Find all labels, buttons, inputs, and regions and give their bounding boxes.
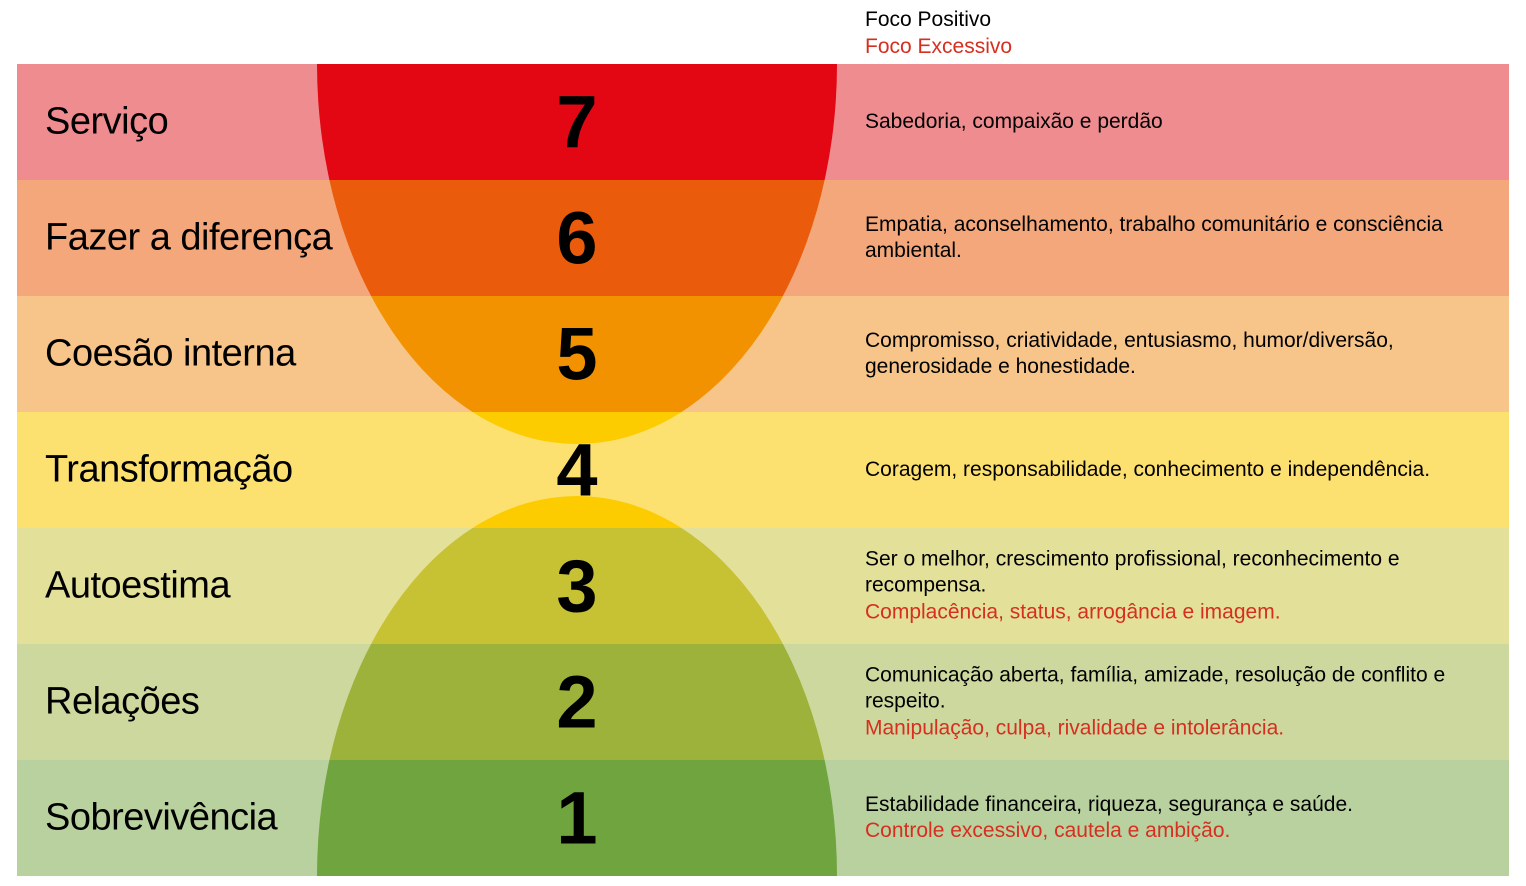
level-positive-text: Compromisso, criatividade, entusiasmo, h… — [865, 329, 1394, 378]
level-number: 5 — [556, 312, 597, 397]
level-positive-text: Coragem, responsabilidade, conhecimento … — [865, 458, 1430, 481]
level-row-4: Transformação 4 Coragem, responsabilidade,… — [17, 412, 1509, 528]
level-excessive-text: Complacência, status, arrogância e image… — [865, 599, 1499, 625]
level-row-6: Fazer a diferença 6 Empatia, aconselhament… — [17, 180, 1509, 296]
legend-positive: Foco Positivo — [865, 6, 1012, 33]
level-number: 3 — [556, 544, 597, 629]
level-description: Sabedoria, compaixão e perdão — [865, 109, 1499, 135]
level-positive-text: Comunicação aberta, família, amizade, re… — [865, 664, 1445, 713]
level-number: 4 — [556, 428, 597, 513]
level-title: Relações — [45, 681, 199, 724]
legend-excessive: Foco Excessivo — [865, 33, 1012, 60]
level-positive-text: Ser o melhor, crescimento profissional, … — [865, 548, 1400, 597]
level-title: Transformação — [45, 449, 293, 492]
level-description: Ser o melhor, crescimento profissional, … — [865, 547, 1499, 626]
level-excessive-text: Manipulação, culpa, rivalidade e intoler… — [865, 715, 1499, 741]
level-title: Autoestima — [45, 565, 230, 608]
level-row-1: Sobrevivência 1 Estabilidade financeira, r… — [17, 760, 1509, 876]
level-row-2: Relações 2 Comunicação aberta, família, am… — [17, 644, 1509, 760]
legend: Foco Positivo Foco Excessivo — [865, 6, 1012, 61]
level-title: Sobrevivência — [45, 797, 277, 840]
level-row-5: Coesão interna 5 Compromisso, criatividade… — [17, 296, 1509, 412]
levels-container: Serviço 7 Sabedoria, compaixão e perdão Faz… — [17, 64, 1509, 876]
level-description: Coragem, responsabilidade, conhecimento … — [865, 457, 1499, 483]
level-description: Compromisso, criatividade, entusiasmo, h… — [865, 328, 1499, 381]
level-positive-text: Sabedoria, compaixão e perdão — [865, 110, 1163, 133]
level-title: Fazer a diferença — [45, 217, 332, 260]
level-description: Empatia, aconselhamento, trabalho comuni… — [865, 212, 1499, 265]
level-number: 7 — [556, 80, 597, 165]
level-excessive-text: Controle excessivo, cautela e ambição. — [865, 818, 1499, 844]
level-row-3: Autoestima 3 Ser o melhor, crescimento pro… — [17, 528, 1509, 644]
level-row-7: Serviço 7 Sabedoria, compaixão e perdão — [17, 64, 1509, 180]
level-number: 1 — [556, 776, 597, 861]
level-positive-text: Empatia, aconselhamento, trabalho comuni… — [865, 213, 1443, 262]
level-title: Serviço — [45, 101, 168, 144]
level-number: 2 — [556, 660, 597, 745]
level-description: Comunicação aberta, família, amizade, re… — [865, 663, 1499, 742]
level-title: Coesão interna — [45, 333, 296, 376]
level-number: 6 — [556, 196, 597, 281]
level-description: Estabilidade financeira, riqueza, segura… — [865, 792, 1499, 845]
level-positive-text: Estabilidade financeira, riqueza, segura… — [865, 793, 1353, 816]
